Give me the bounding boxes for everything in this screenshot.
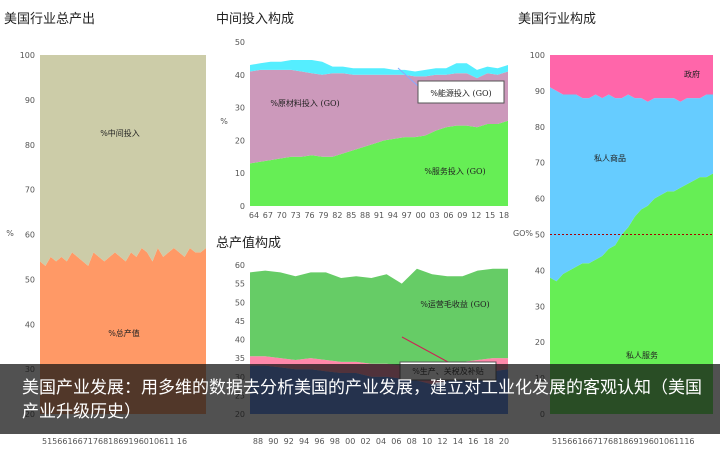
output-chart-title: 美国行业总产出: [4, 12, 96, 27]
output-ytick-4: 60: [25, 231, 35, 240]
industry-series-0-area: [550, 173, 713, 414]
value-added-xtick-13: 14: [453, 437, 463, 446]
industry-series-2-area: [550, 55, 713, 102]
value_added-ytick-6: 50: [235, 298, 245, 307]
industry-ylabel: GO%: [513, 229, 533, 238]
output-ytick-6: 80: [25, 141, 35, 150]
industry-chart-title: 美国行业构成: [518, 12, 597, 27]
industry-label-private-goods: 私人商品: [594, 153, 626, 163]
value-added-xtick-5: 98: [330, 437, 340, 446]
intermediate-xtick-2: 70: [277, 211, 287, 220]
intermediate-xtick-13: 03: [429, 211, 439, 220]
intermediate-ytick-4: 40: [235, 71, 245, 80]
output-ytick-5: 70: [25, 186, 35, 195]
industry-ytick-2: 20: [535, 338, 545, 347]
industry-series-1-area: [550, 87, 713, 282]
industry-ytick-8: 80: [535, 123, 545, 132]
industry-ytick-9: 90: [535, 87, 545, 96]
intermediate-ytick-2: 20: [235, 136, 245, 145]
industry-ytick-3: 30: [535, 302, 545, 311]
industry-ytick-7: 70: [535, 159, 545, 168]
industry-ytick-5: 50: [535, 231, 545, 240]
value-added-xtick-11: 10: [422, 437, 432, 446]
intermediate-annotation-line: [397, 67, 419, 87]
value-added-annotation-line: [401, 336, 449, 363]
intermediate-series-0-area: [250, 120, 508, 206]
industry-ytick-4: 40: [535, 266, 545, 275]
value_added-ytick-5: 45: [235, 317, 245, 326]
intermediate-ylabel: %: [220, 117, 228, 126]
output-ytick-7: 90: [25, 96, 35, 105]
output-ytick-2: 40: [25, 320, 35, 329]
intermediate-xtick-5: 79: [318, 211, 328, 220]
industry-xticks: 5156616671768186919601061116: [552, 437, 695, 446]
caption-text: 美国产业发展：用多维的数据去分析美国的产业发展，建立对工业化发展的客观认知（美国…: [22, 378, 702, 422]
intermediate-xtick-3: 73: [291, 211, 301, 220]
caption-banner: 美国产业发展：用多维的数据去分析美国的产业发展，建立对工业化发展的客观认知（美国…: [0, 364, 720, 434]
output-label-gross: %总产值: [108, 328, 140, 338]
intermediate-xtick-10: 94: [388, 211, 398, 220]
value_added-ytick-3: 35: [235, 354, 245, 363]
value-added-xtick-16: 20: [499, 437, 509, 446]
value-added-xtick-3: 94: [299, 437, 309, 446]
intermediate-xtick-18: 18: [499, 211, 509, 220]
industry-ytick-6: 60: [535, 195, 545, 204]
intermediate-xtick-16: 12: [471, 211, 481, 220]
value-added-xtick-6: 00: [345, 437, 355, 446]
intermediate-xtick-15: 09: [457, 211, 467, 220]
intermediate-xtick-8: 88: [360, 211, 370, 220]
value_added-ytick-4: 40: [235, 336, 245, 345]
value-added-xtick-4: 96: [314, 437, 324, 446]
value-added-label-operating: %运营毛收益 (GO): [420, 299, 489, 309]
value_added-series-2-area: [250, 268, 508, 368]
intermediate-ytick-3: 30: [235, 104, 245, 113]
industry-label-government: 政府: [684, 69, 700, 79]
intermediate-xtick-6: 82: [332, 211, 342, 220]
intermediate-xtick-1: 67: [263, 211, 273, 220]
value_added-ytick-7: 55: [235, 280, 245, 289]
industry-label-private-services: 私人服务: [626, 350, 658, 360]
intermediate-xtick-7: 85: [346, 211, 356, 220]
value-added-xtick-0: 88: [253, 437, 263, 446]
intermediate-xtick-11: 97: [402, 211, 412, 220]
output-series-1-area: [40, 55, 206, 266]
intermediate-annotation-box: [417, 80, 505, 104]
intermediate-ytick-0: 0: [240, 202, 245, 211]
output-ytick-3: 50: [25, 275, 35, 284]
intermediate-ytick-5: 50: [235, 38, 245, 47]
output-ylabel: %: [6, 229, 14, 238]
intermediate-xtick-17: 15: [485, 211, 495, 220]
industry-ytick-10: 100: [530, 51, 545, 60]
value-added-xtick-8: 04: [376, 437, 386, 446]
intermediate-xtick-4: 76: [304, 211, 314, 220]
value-added-xtick-14: 16: [468, 437, 478, 446]
value-added-xtick-2: 92: [284, 437, 294, 446]
value-added-xtick-10: 08: [407, 437, 417, 446]
value-added-chart-title: 总产值构成: [216, 236, 282, 251]
output-ytick-8: 100: [20, 51, 35, 60]
intermediate-ytick-1: 10: [235, 169, 245, 178]
value-added-xtick-7: 02: [361, 437, 371, 446]
value-added-xtick-12: 12: [437, 437, 447, 446]
value_added-ytick-8: 60: [235, 261, 245, 270]
intermediate-label-services: %服务投入 (GO): [424, 166, 485, 176]
value-added-xtick-15: 18: [484, 437, 494, 446]
output-label-intermediate: %中间投入: [100, 128, 140, 138]
value-added-xtick-9: 06: [391, 437, 401, 446]
intermediate-label-materials: %原材料投入 (GO): [270, 98, 339, 108]
intermediate-annotation-text: %能源投入 (GO): [430, 88, 491, 98]
intermediate-series-2-area: [250, 60, 508, 79]
intermediate-xtick-14: 06: [443, 211, 453, 220]
value-added-xtick-1: 90: [268, 437, 278, 446]
output-xticks: 51566166717681869196010611 16: [42, 437, 187, 446]
intermediate-xtick-9: 91: [374, 211, 384, 220]
intermediate-chart-title: 中间投入构成: [216, 12, 295, 27]
intermediate-xtick-12: 00: [416, 211, 426, 220]
intermediate-xtick-0: 64: [249, 211, 259, 220]
